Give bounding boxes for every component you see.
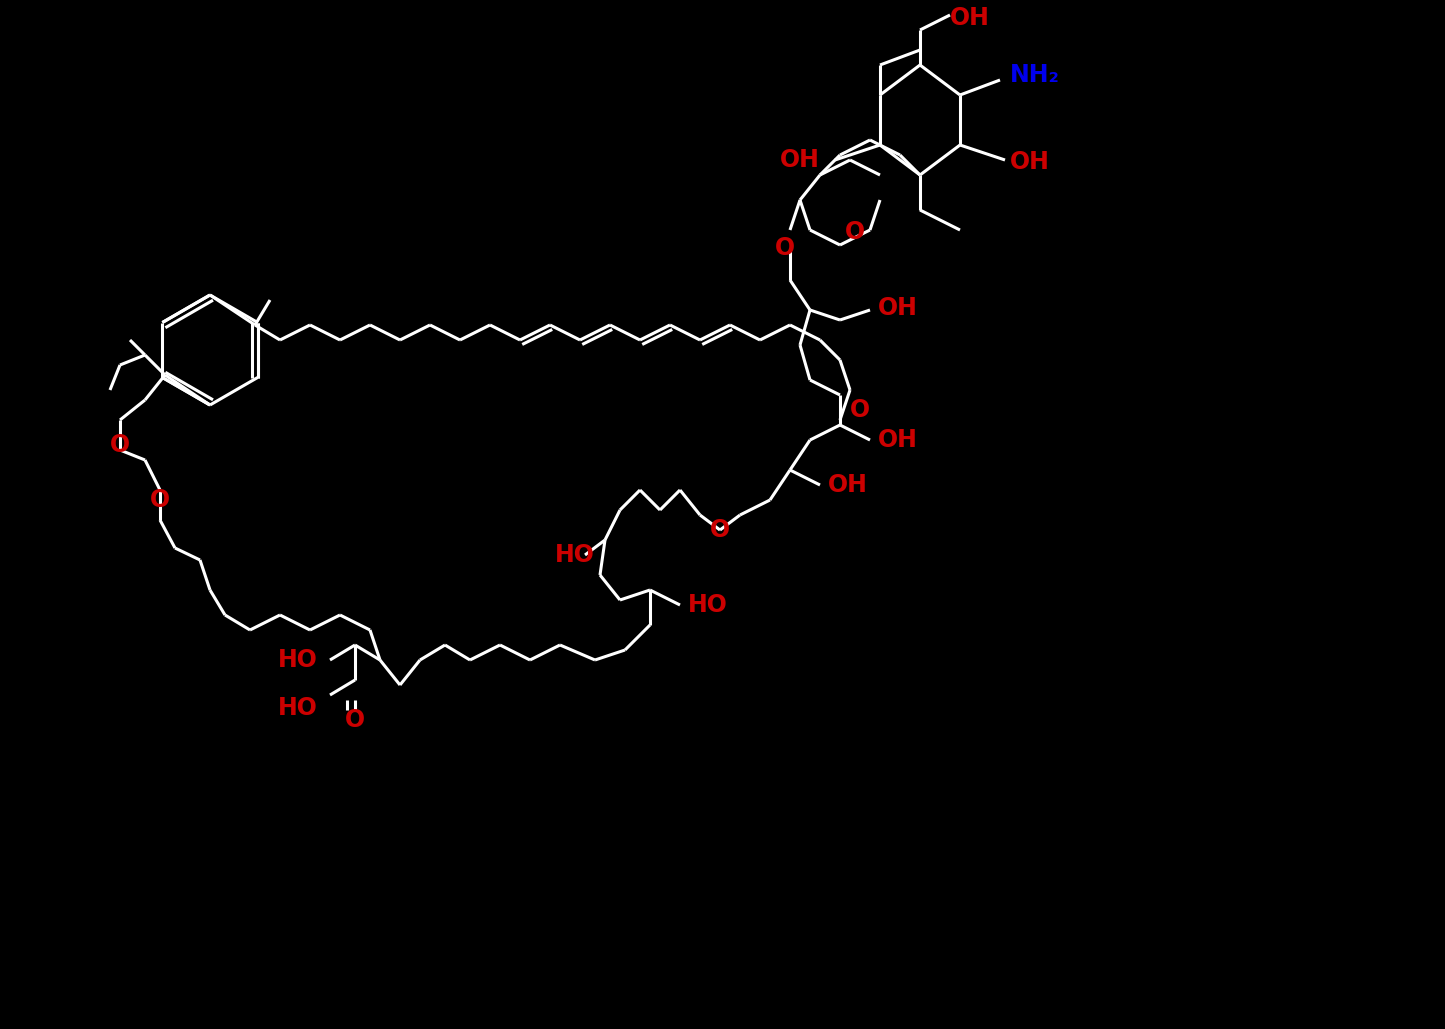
- Text: HO: HO: [555, 543, 595, 567]
- Text: O: O: [345, 708, 366, 732]
- Text: OH: OH: [879, 296, 918, 320]
- Text: O: O: [850, 398, 870, 422]
- Text: O: O: [150, 488, 171, 512]
- Text: NH₂: NH₂: [1010, 63, 1059, 87]
- Text: HO: HO: [277, 696, 318, 720]
- Text: HO: HO: [277, 648, 318, 672]
- Text: O: O: [845, 220, 866, 244]
- Text: HO: HO: [688, 593, 728, 617]
- Text: OH: OH: [949, 6, 990, 30]
- Text: OH: OH: [780, 148, 819, 172]
- Text: OH: OH: [828, 473, 868, 497]
- Text: O: O: [709, 518, 730, 542]
- Text: OH: OH: [1010, 150, 1051, 174]
- Text: O: O: [110, 433, 130, 457]
- Text: OH: OH: [879, 428, 918, 452]
- Text: O: O: [775, 236, 795, 260]
